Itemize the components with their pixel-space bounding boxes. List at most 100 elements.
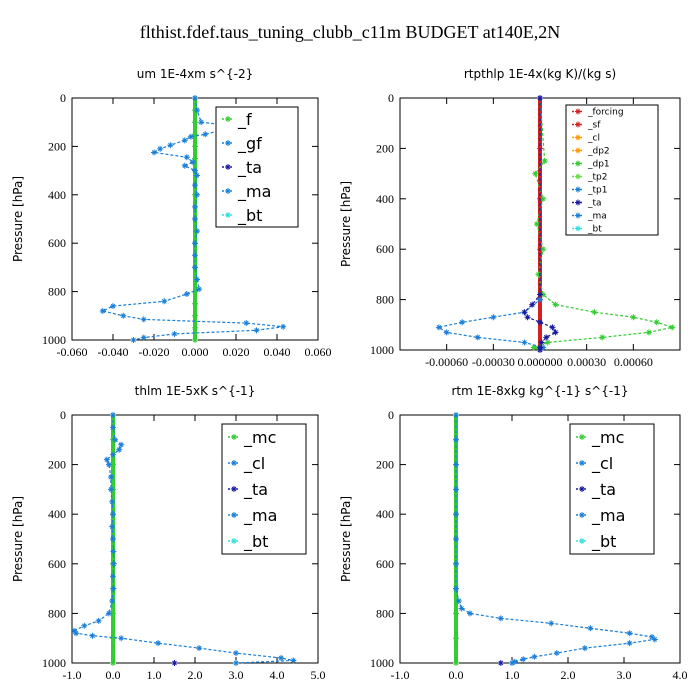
y-tick-label: 200: [376, 141, 394, 155]
x-tick-label: 2.0: [188, 668, 203, 682]
legend-marker: [231, 538, 237, 544]
data-point: [194, 228, 201, 235]
data-point: [192, 131, 198, 138]
data-point: [531, 653, 538, 660]
data-point: [474, 334, 481, 341]
legend-label: _bt: [587, 225, 602, 235]
legend-item: _bt: [576, 532, 616, 552]
legend-marker: [575, 186, 581, 193]
legend-label: _dp1: [587, 160, 610, 170]
legend-marker: [225, 140, 231, 146]
x-tick-label: 4.0: [270, 668, 285, 682]
panel-title: um 1E-4xm s^{-2}: [137, 67, 253, 81]
y-axis-label: Pressure [hPa]: [339, 496, 353, 582]
data-point: [192, 203, 198, 210]
data-point: [521, 309, 528, 316]
data-point: [196, 286, 203, 293]
legend-item: _ma: [222, 182, 271, 202]
data-point: [116, 446, 123, 453]
panel-title: rtm 1E-8xkg kg^{-1} s^{-1}: [451, 384, 628, 398]
legend-label: _bt: [243, 532, 268, 552]
legend: _mc _cl _ta _ma _bt: [569, 423, 655, 555]
data-point: [290, 657, 297, 664]
data-point: [645, 329, 652, 336]
panels: um 1E-4xm s^{-2} Pressure [hPa] 0 200 400 600…: [11, 67, 688, 682]
legend-label: _cl: [243, 454, 265, 474]
data-point: [192, 312, 198, 319]
legend-marker: [575, 160, 581, 167]
data-point: [233, 660, 239, 666]
legend-item: _bt: [222, 206, 262, 226]
data-point: [157, 145, 164, 152]
chart-panel-3: thlm 1E-5xK s^{-1} Pressure [hPa] 0 200 400 6…: [11, 384, 326, 682]
legend-label: _ma: [237, 182, 271, 202]
data-point: [243, 320, 250, 327]
data-point: [120, 312, 127, 319]
data-point: [540, 246, 547, 253]
data-point: [630, 314, 637, 321]
y-tick-label: 0: [60, 408, 66, 422]
data-point: [194, 191, 201, 198]
data-point: [537, 291, 543, 298]
y-tick-label: 600: [48, 236, 66, 250]
data-point: [599, 334, 606, 341]
data-point: [541, 158, 548, 164]
legend-marker: [575, 199, 581, 206]
data-point: [537, 296, 543, 303]
data-point: [669, 324, 676, 331]
legend-label: _dp2: [587, 147, 610, 157]
legend-marker: [579, 434, 585, 440]
data-point: [626, 630, 633, 637]
data-point: [533, 221, 540, 227]
data-point: [453, 536, 459, 542]
data-point: [192, 119, 198, 126]
data-point: [537, 319, 543, 326]
series-cl: [71, 412, 297, 666]
data-point: [520, 656, 527, 663]
data-point: [490, 314, 497, 321]
series-ta: [497, 660, 504, 666]
data-point: [118, 635, 125, 642]
data-point: [109, 523, 116, 530]
data-point: [535, 271, 542, 278]
legend-item: _mc: [228, 428, 276, 448]
data-point: [651, 636, 658, 643]
data-point: [118, 441, 125, 448]
data-point: [192, 264, 198, 271]
data-point: [459, 319, 466, 326]
data-point: [253, 327, 260, 334]
legend-marker: [231, 512, 237, 518]
data-point: [105, 461, 112, 468]
data-point: [453, 660, 459, 666]
data-point: [187, 133, 194, 140]
data-point: [112, 436, 119, 443]
data-point: [548, 620, 555, 627]
legend-marker: [225, 212, 231, 218]
legend: _f _gf _ta _ma _bt: [215, 106, 299, 228]
data-point: [192, 337, 198, 343]
legend-item: _ma: [576, 506, 625, 526]
series-cl: [453, 412, 658, 666]
legend-item: _bt: [572, 225, 602, 235]
y-axis-label: Pressure [hPa]: [11, 496, 25, 582]
legend-item: _sf: [572, 121, 601, 131]
data-point: [140, 334, 147, 341]
legend-marker: [575, 173, 581, 180]
plot-frame: [399, 414, 681, 664]
x-tick-label: 3.0: [617, 668, 632, 682]
data-point: [103, 456, 110, 463]
legend-item: _ta: [228, 480, 268, 500]
data-point: [181, 162, 188, 169]
data-point: [497, 615, 504, 622]
legend-label: _ma: [587, 212, 607, 222]
data-point: [110, 412, 116, 418]
series-line: [455, 415, 657, 664]
y-tick-label: 0: [388, 91, 394, 105]
y-tick-label: 600: [48, 557, 66, 571]
y-tick-label: 0: [60, 91, 66, 105]
data-point: [458, 605, 465, 612]
data-point: [110, 635, 116, 642]
x-tick-label: 1.0: [505, 668, 520, 682]
x-tick-label: 0.0: [106, 668, 121, 682]
data-point: [110, 548, 117, 555]
